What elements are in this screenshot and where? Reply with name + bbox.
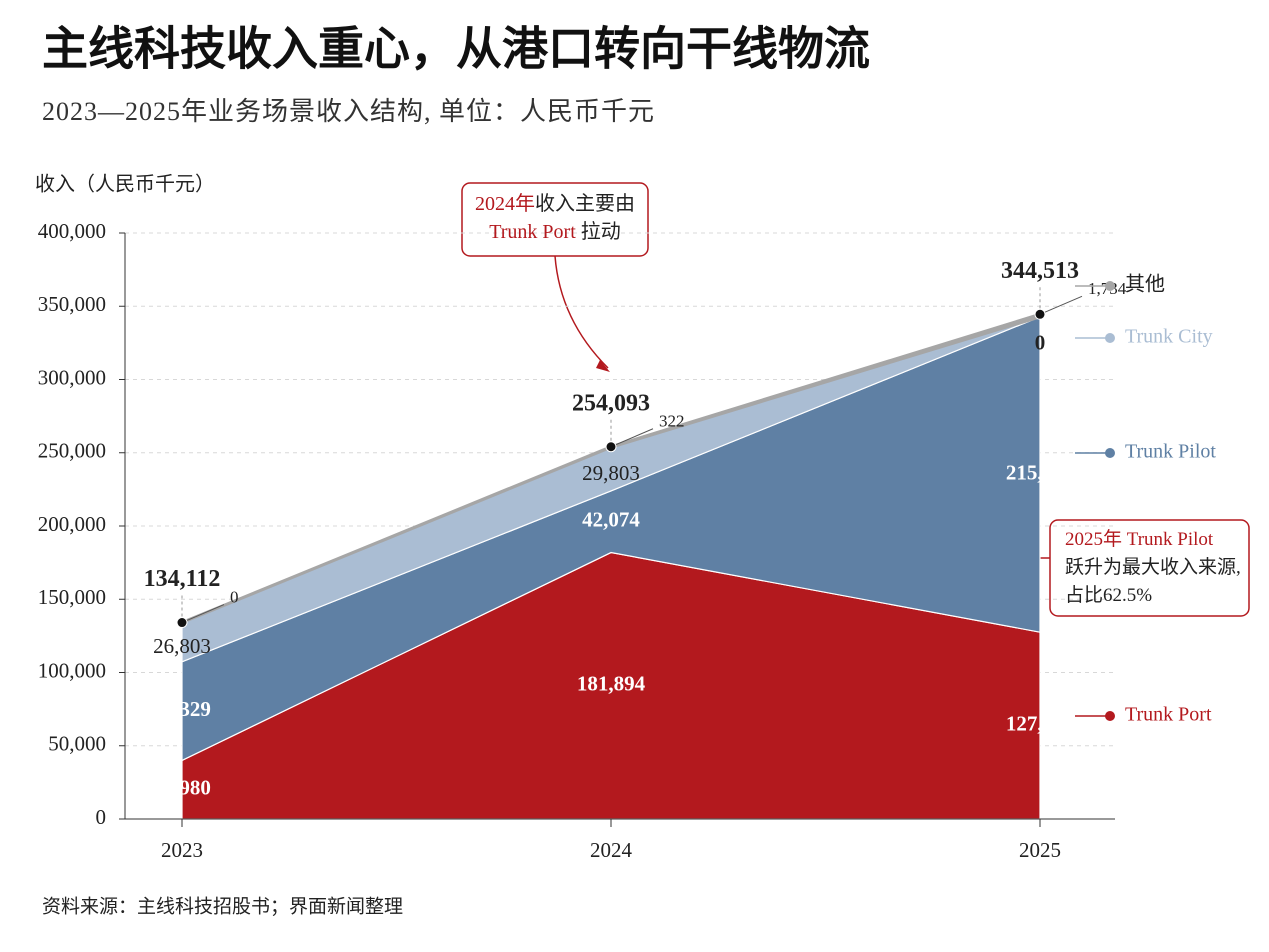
annotation-arrow [554, 255, 609, 369]
y-tick-label: 250,000 [38, 439, 106, 463]
annotation-segment: 2025年 Trunk Pilot [1065, 528, 1214, 550]
leader-line [1039, 295, 1083, 315]
annotation-segment: 收入主要由 [535, 192, 635, 215]
legend-label: 其他 [1125, 273, 1165, 296]
annotation-segment: 跃升为最大收入来源, [1065, 556, 1241, 578]
total-point [605, 441, 617, 453]
total-point [176, 617, 188, 629]
data-label: 67,329 [153, 697, 211, 721]
annotation-text: 跃升为最大收入来源, [1065, 556, 1241, 578]
data-label: 0 [230, 587, 239, 606]
data-label: 42,074 [582, 508, 640, 532]
y-tick-label: 300,000 [38, 365, 106, 389]
data-label: 0 [1035, 331, 1046, 355]
annotation-segment: Trunk Port [489, 221, 576, 243]
chart-subtitle: 2023—2025年业务场景收入结构, 单位：人民币千元 [42, 97, 655, 126]
data-label: 29,803 [582, 461, 640, 485]
y-tick-label: 200,000 [38, 512, 106, 536]
areas [125, 232, 1115, 820]
y-tick-label: 0 [96, 805, 107, 829]
x-tick-label: 2025 [1019, 838, 1061, 862]
legend-dot [1105, 711, 1115, 721]
data-label: 39,980 [153, 776, 211, 800]
y-tick-label: 350,000 [38, 292, 106, 316]
data-label: 26,803 [153, 634, 211, 658]
data-label: 127,539 [1006, 711, 1074, 735]
y-tick-label: 50,000 [48, 732, 106, 756]
x-tick-label: 2024 [590, 838, 633, 862]
legend-label: Trunk Port [1125, 704, 1212, 726]
y-tick-label: 400,000 [38, 219, 106, 243]
leader-line [181, 604, 225, 623]
data-label: 181,894 [577, 672, 646, 696]
annotation-text: 2024年收入主要由 [475, 192, 635, 215]
leader-line [610, 428, 654, 448]
annotation-text: 2025年 Trunk Pilot [1065, 528, 1214, 550]
x-tick-label: 2023 [161, 838, 203, 862]
annotation-text: Trunk Port 拉动 [489, 220, 621, 243]
annotation-box [1049, 519, 1250, 617]
data-label: 322 [659, 412, 685, 431]
legend-dot [1105, 281, 1115, 291]
total-label: 134,112 [144, 566, 221, 592]
annotation-segment: 拉动 [576, 220, 621, 243]
annotation-text: 占比62.5% [1065, 584, 1152, 606]
source-note: 资料来源：主线科技招股书；界面新闻整理 [42, 895, 403, 917]
y-axis-label: 收入（人民币千元） [35, 173, 215, 196]
total-label: 344,513 [1001, 258, 1079, 284]
data-label: 215,240 [1006, 460, 1074, 484]
legend-dot [1105, 333, 1115, 343]
annotation-segment: 占比62.5% [1065, 584, 1152, 606]
chart-title: 主线科技收入重心，从港口转向干线物流 [42, 22, 870, 76]
legend-dot [1105, 448, 1115, 458]
annotation-segment: 2024年 [475, 192, 535, 215]
legend-label: Trunk City [1125, 326, 1213, 348]
total-label: 254,093 [572, 390, 650, 416]
legend-label: Trunk Pilot [1125, 441, 1216, 463]
y-tick-label: 150,000 [38, 585, 106, 609]
annotation-arrowhead [596, 360, 610, 372]
total-point [1034, 308, 1046, 320]
y-tick-label: 100,000 [38, 658, 106, 682]
